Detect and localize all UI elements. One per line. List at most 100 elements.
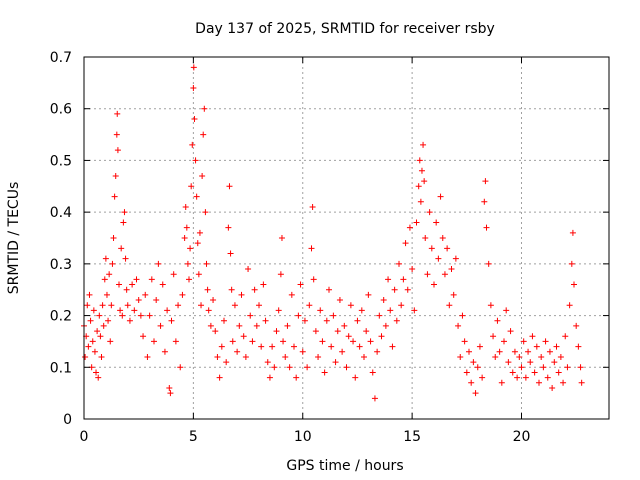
data-point bbox=[555, 369, 562, 376]
data-point bbox=[361, 353, 367, 360]
data-point bbox=[205, 307, 212, 314]
data-point bbox=[153, 297, 160, 304]
x-axis-label: GPS time / hours bbox=[286, 458, 403, 474]
data-point bbox=[262, 317, 269, 324]
y-axis-label: SRMTID / TECUs bbox=[6, 182, 22, 295]
data-point bbox=[378, 333, 385, 340]
data-point bbox=[91, 348, 98, 355]
data-point bbox=[151, 338, 157, 345]
data-point bbox=[459, 312, 466, 319]
data-point bbox=[236, 322, 243, 329]
data-point bbox=[520, 338, 527, 345]
data-point bbox=[247, 312, 254, 319]
data-point bbox=[551, 359, 558, 366]
data-point bbox=[183, 224, 190, 231]
data-point bbox=[455, 322, 462, 329]
data-point bbox=[485, 260, 492, 267]
data-point bbox=[393, 317, 400, 324]
data-point bbox=[444, 245, 451, 252]
data-point bbox=[433, 219, 440, 226]
data-point bbox=[505, 359, 512, 366]
y-tick-label: 0.3 bbox=[50, 257, 72, 273]
data-point bbox=[323, 317, 330, 324]
data-point bbox=[343, 364, 350, 371]
data-point bbox=[116, 281, 122, 288]
data-point bbox=[264, 359, 271, 366]
data-point bbox=[542, 338, 549, 345]
data-point bbox=[133, 276, 140, 283]
data-point bbox=[448, 266, 455, 273]
data-point bbox=[376, 312, 383, 319]
data-point bbox=[426, 209, 433, 216]
data-point bbox=[345, 333, 352, 340]
data-point bbox=[301, 317, 308, 324]
data-point bbox=[105, 317, 112, 324]
data-point bbox=[334, 328, 341, 335]
data-point bbox=[201, 105, 208, 112]
data-point bbox=[82, 353, 89, 360]
data-point bbox=[179, 291, 186, 298]
data-point bbox=[487, 302, 494, 309]
data-point bbox=[131, 307, 138, 314]
x-tick-label: 10 bbox=[294, 429, 312, 445]
data-point bbox=[492, 353, 499, 360]
data-point bbox=[187, 245, 194, 252]
data-point bbox=[463, 369, 470, 376]
data-point bbox=[529, 333, 536, 340]
data-point bbox=[544, 374, 551, 381]
x-tick-labels: 0 5 10 15 20 bbox=[80, 429, 531, 445]
data-point bbox=[341, 322, 348, 329]
data-point bbox=[527, 359, 534, 366]
data-point bbox=[413, 219, 420, 226]
data-point bbox=[202, 209, 209, 216]
data-point bbox=[271, 364, 278, 371]
data-point bbox=[417, 198, 424, 205]
data-point bbox=[126, 317, 133, 324]
data-point bbox=[461, 338, 468, 345]
data-point bbox=[192, 157, 199, 164]
data-point bbox=[466, 348, 472, 355]
data-point bbox=[354, 317, 361, 324]
data-point bbox=[121, 209, 128, 216]
data-point bbox=[315, 353, 322, 360]
data-point bbox=[142, 291, 149, 298]
data-point bbox=[516, 353, 523, 360]
data-point bbox=[533, 343, 540, 350]
data-point bbox=[234, 348, 241, 355]
data-point bbox=[170, 271, 177, 278]
data-point bbox=[332, 359, 339, 366]
data-point bbox=[421, 178, 428, 185]
data-point bbox=[575, 343, 582, 350]
data-point bbox=[101, 276, 108, 283]
data-point bbox=[291, 343, 297, 350]
data-point bbox=[420, 141, 427, 148]
data-point bbox=[573, 322, 580, 329]
data-point bbox=[317, 307, 324, 314]
data-point bbox=[306, 302, 313, 309]
data-point bbox=[365, 291, 372, 298]
data-point bbox=[540, 364, 547, 371]
data-point bbox=[431, 281, 437, 288]
chart-title: Day 137 of 2025, SRMTID for receiver rsb… bbox=[195, 21, 495, 37]
data-point bbox=[286, 364, 293, 371]
x-tick-label: 0 bbox=[80, 429, 89, 445]
data-point bbox=[114, 110, 121, 117]
y-tick-label: 0.4 bbox=[50, 205, 72, 221]
data-point bbox=[112, 172, 119, 179]
data-point bbox=[371, 395, 378, 402]
data-point bbox=[135, 297, 142, 304]
data-point bbox=[242, 353, 249, 360]
data-point bbox=[474, 364, 481, 371]
data-point bbox=[216, 374, 223, 381]
data-point bbox=[416, 157, 423, 164]
data-point bbox=[164, 307, 171, 314]
data-point bbox=[398, 302, 405, 309]
data-point bbox=[94, 328, 101, 335]
plot-frame bbox=[83, 56, 610, 420]
data-point bbox=[568, 260, 575, 267]
data-point bbox=[198, 302, 205, 309]
data-point bbox=[562, 333, 569, 340]
data-point bbox=[129, 281, 136, 288]
data-point bbox=[113, 131, 120, 138]
data-point bbox=[190, 85, 197, 92]
